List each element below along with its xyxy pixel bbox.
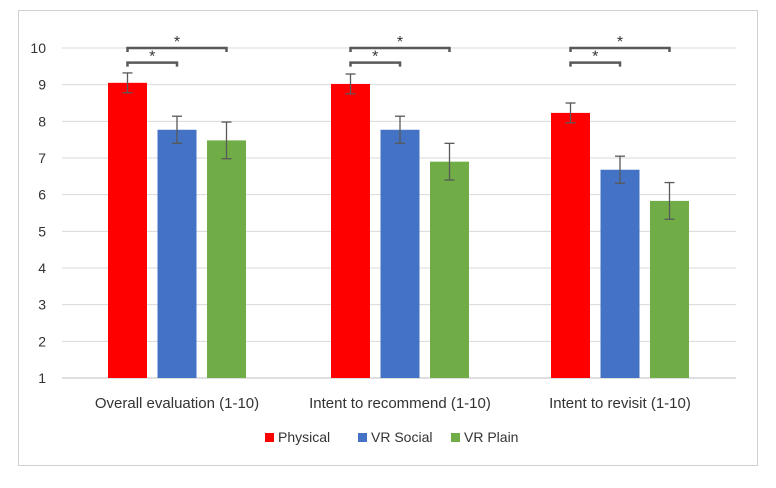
significance-marker: *	[149, 49, 155, 66]
y-tick-label: 10	[30, 40, 46, 56]
bar-physical	[551, 112, 590, 379]
significance-marker: *	[397, 34, 403, 51]
significance-marker: *	[372, 49, 378, 66]
significance-bracket	[569, 61, 622, 67]
bar-vr-social	[600, 169, 640, 378]
significance-bracket	[126, 61, 179, 67]
bar-vr-plain	[207, 140, 246, 378]
bar-vr-social	[380, 129, 420, 378]
y-tick-label: 6	[38, 187, 46, 203]
x-category-label: Overall evaluation (1-10)	[95, 395, 259, 412]
significance-bracket	[569, 46, 671, 52]
y-tick-label: 7	[38, 150, 46, 166]
significance-bracket	[349, 61, 402, 67]
significance-marker: *	[617, 34, 623, 51]
y-tick-label: 1	[38, 370, 46, 386]
significance-marker: *	[174, 34, 180, 51]
legend-label: Physical	[278, 429, 330, 445]
y-tick-label: 8	[38, 113, 46, 129]
bar-vr-social	[157, 129, 197, 378]
legend-swatch-vr-plain	[451, 433, 460, 442]
legend-label: VR Social	[371, 429, 432, 445]
y-tick-label: 9	[38, 77, 46, 93]
bar-physical	[108, 82, 147, 378]
bar-vr-plain	[650, 200, 689, 378]
y-tick-label: 2	[38, 333, 46, 349]
y-tick-label: 5	[38, 223, 46, 239]
y-tick-label: 4	[38, 260, 46, 276]
legend-label: VR Plain	[464, 429, 518, 445]
x-category-label: Intent to revisit (1-10)	[549, 395, 691, 412]
significance-marker: *	[592, 49, 598, 66]
legend-swatch-physical	[265, 433, 274, 442]
y-tick-label: 3	[38, 297, 46, 313]
x-category-label: Intent to recommend (1-10)	[309, 395, 491, 412]
legend-swatch-vr-social	[358, 433, 367, 442]
significance-bracket	[349, 46, 451, 52]
bar-physical	[331, 83, 370, 378]
bar-vr-plain	[430, 161, 469, 378]
significance-bracket	[126, 46, 228, 52]
